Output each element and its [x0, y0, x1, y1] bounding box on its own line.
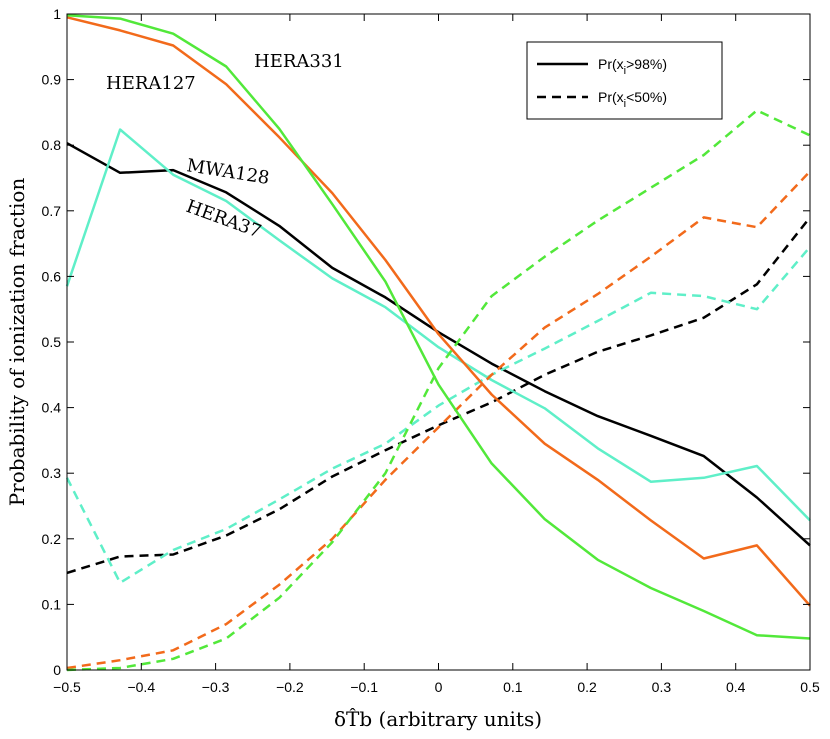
x-tick-label: −0.2 — [276, 679, 304, 695]
y-tick-label: 0.7 — [42, 203, 62, 219]
y-tick-label: 0.2 — [42, 531, 62, 547]
legend-box — [526, 41, 723, 120]
y-tick-label: 0.1 — [42, 596, 62, 612]
series-line-hera127-solid — [66, 16, 811, 607]
annotation-hera331: HERA331 — [254, 51, 344, 72]
series-line-hera37-solid — [65, 128, 811, 522]
x-tick-label: −0.1 — [350, 679, 378, 695]
x-axis-title: δT̂b (arbitrary units) — [334, 707, 542, 731]
x-tick-label: 0.2 — [577, 679, 597, 695]
y-tick-label: 0.4 — [42, 400, 62, 416]
y-tick-label: 0.8 — [42, 137, 62, 153]
annotation-hera127: HERA127 — [106, 73, 196, 94]
legend: Pr(xi>98%) Pr(xi<50%) — [526, 41, 723, 120]
series-line-mwa128-dashed — [66, 216, 811, 575]
y-axis-title: Probability of ionization fraction — [5, 178, 29, 507]
y-tick-label: 1 — [53, 6, 61, 22]
x-tick-label: 0.1 — [503, 679, 523, 695]
series-line-hera331-solid — [66, 14, 811, 640]
legend-entry-dashed: Pr(xi<50%) — [598, 89, 667, 110]
y-tick-label: 0 — [53, 662, 61, 678]
y-tick-label: 0.9 — [42, 72, 62, 88]
series-line-hera37-dashed — [65, 246, 811, 585]
series-line-hera127-dashed — [66, 170, 811, 670]
annotation-mwa128: MWA128 — [185, 155, 271, 189]
x-tick-label: 0.3 — [652, 679, 672, 695]
series-lines — [65, 14, 811, 672]
y-tick-label: 0.6 — [42, 268, 62, 284]
axis-ticks: −0.5 −0.4 −0.3 −0.2 −0.1 0 0.1 0.2 0.3 0.4 0.5 0 0.1… — [42, 6, 820, 695]
series-line-mwa128-solid — [66, 142, 811, 547]
x-tick-label: 0 — [435, 679, 443, 695]
x-tick-label: 0.5 — [800, 679, 820, 695]
legend-entry-solid: Pr(xi>98%) — [598, 56, 667, 77]
x-tick-label: −0.5 — [53, 679, 81, 695]
annotation-hera37: HERA37 — [183, 196, 264, 243]
x-tick-label: −0.4 — [127, 679, 155, 695]
x-tick-label: −0.3 — [202, 679, 230, 695]
y-tick-label: 0.3 — [42, 465, 62, 481]
y-tick-label: 0.5 — [42, 334, 62, 350]
x-tick-label: 0.4 — [726, 679, 746, 695]
series-line-hera331-dashed — [66, 109, 811, 672]
